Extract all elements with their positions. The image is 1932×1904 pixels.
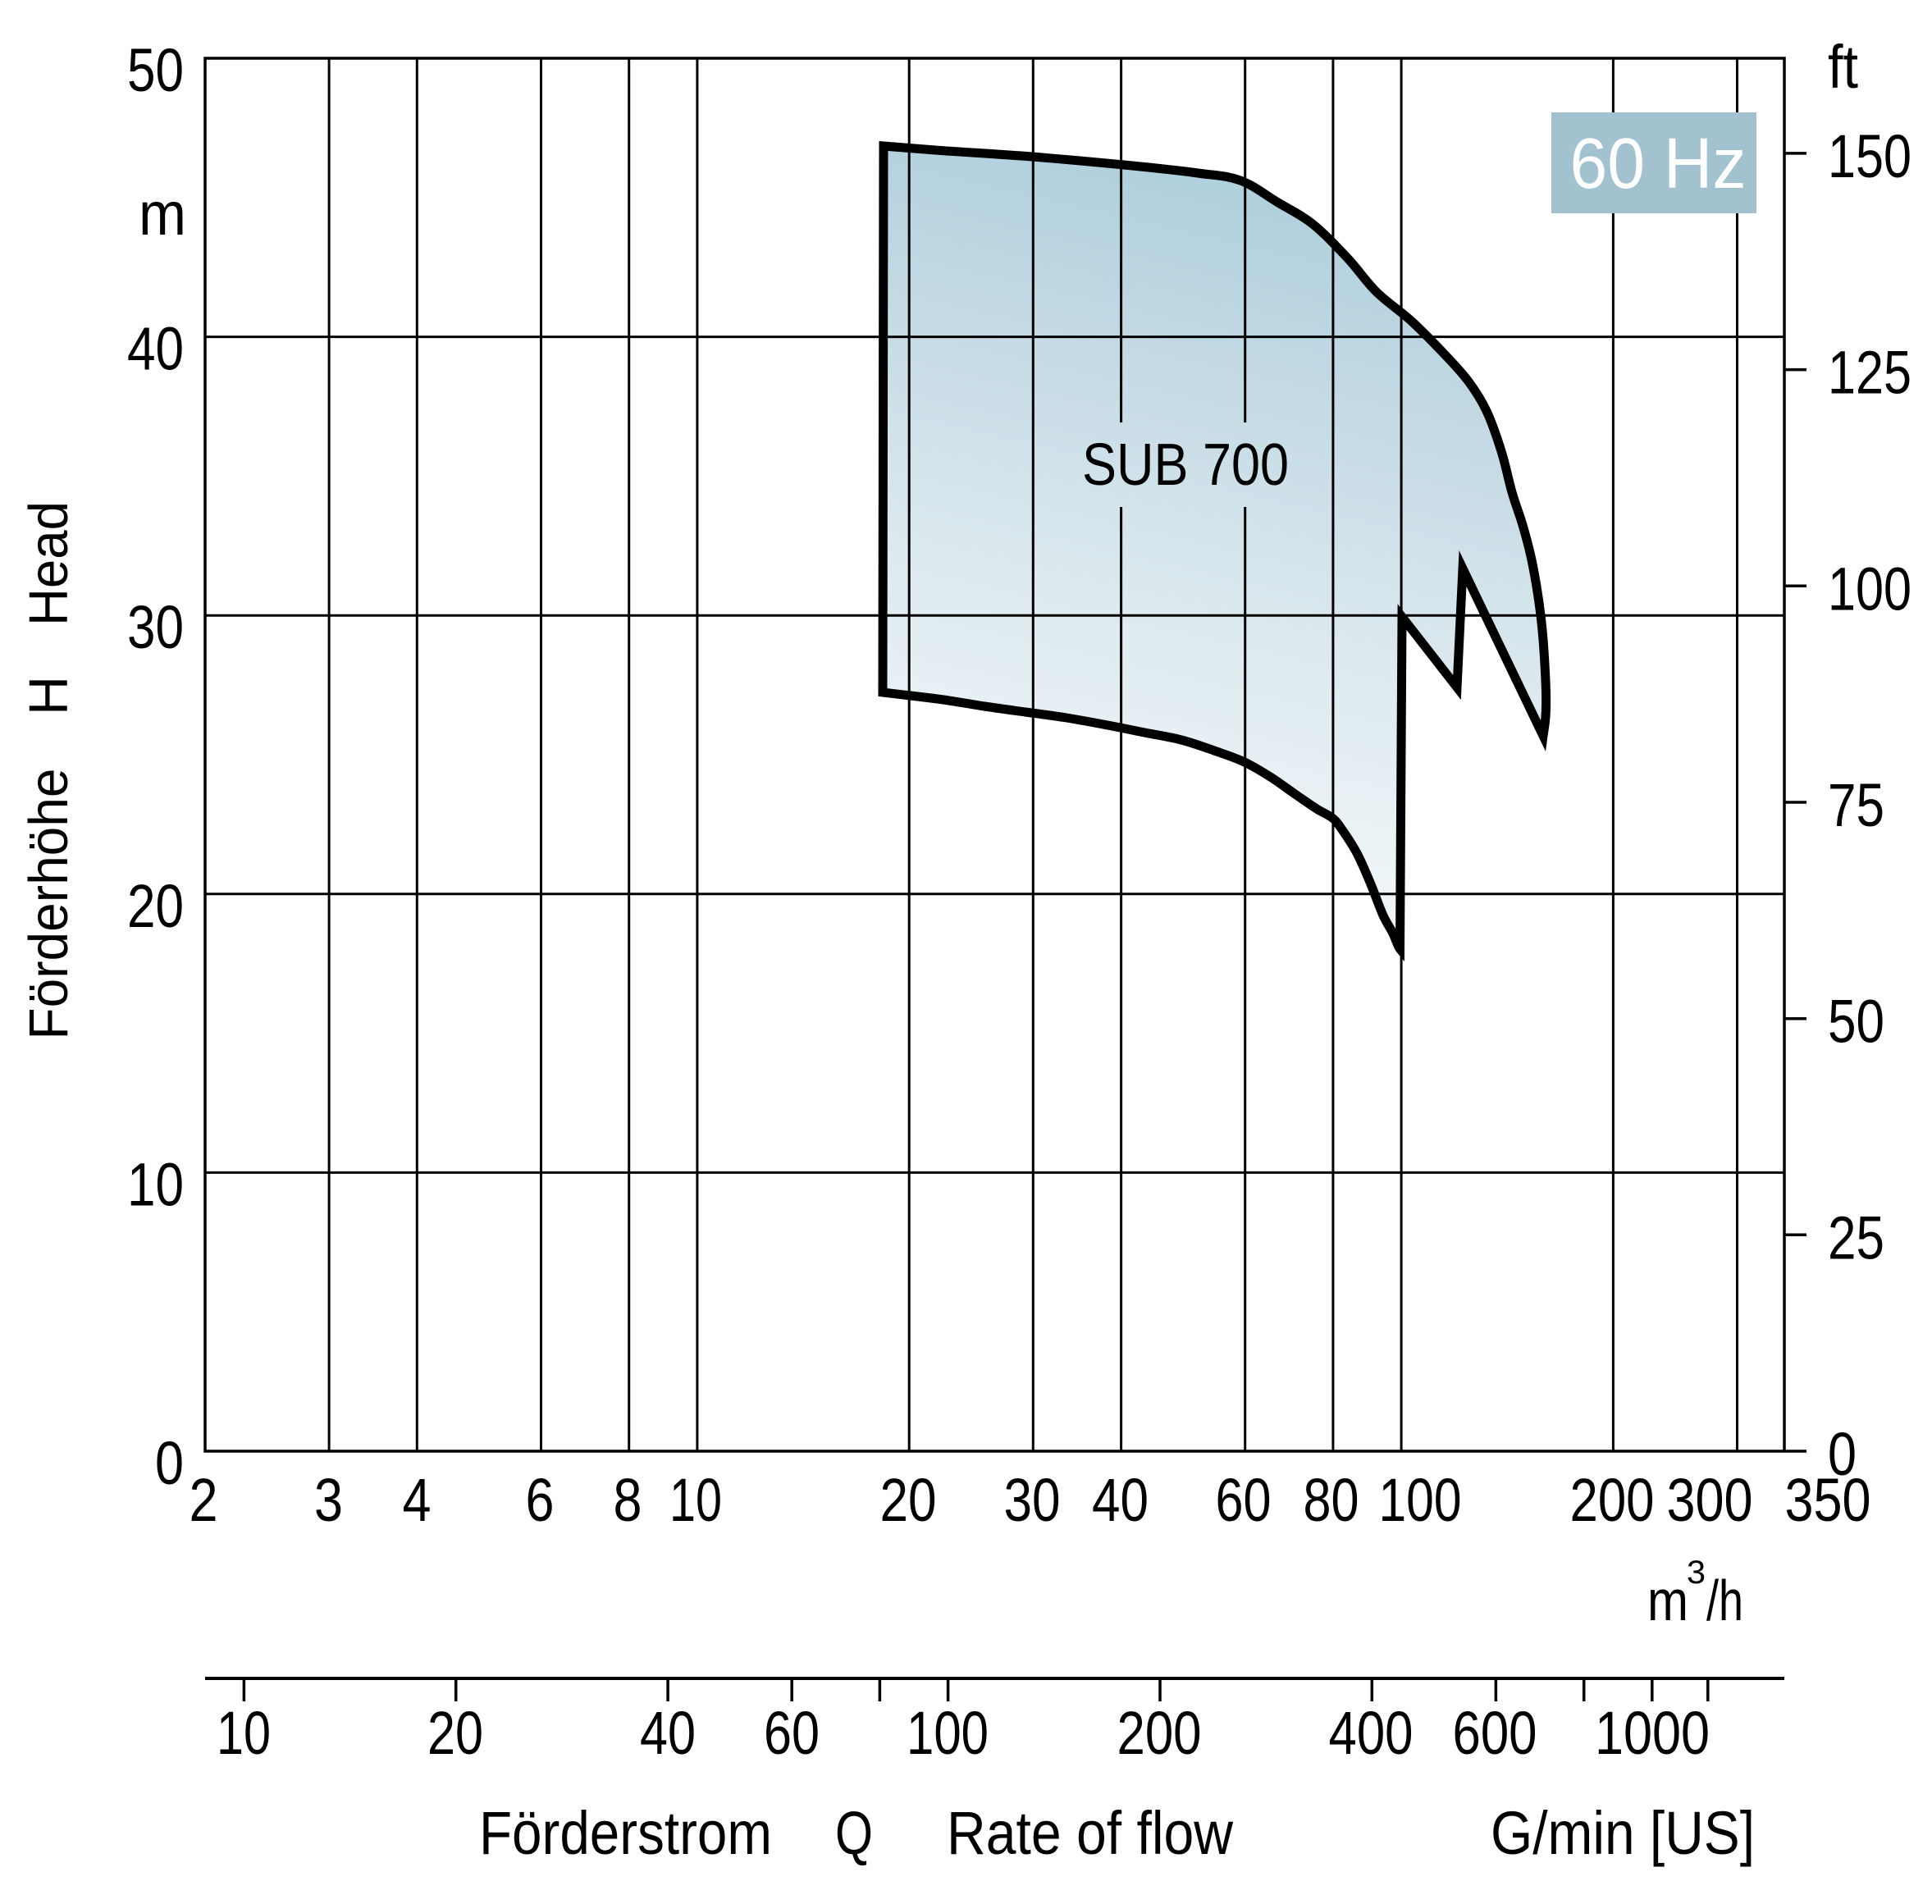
svg-text:Head: Head — [18, 501, 80, 626]
svg-text:4: 4 — [403, 1466, 432, 1534]
svg-text:400: 400 — [1329, 1699, 1414, 1767]
svg-text:20: 20 — [127, 872, 184, 940]
svg-text:100: 100 — [907, 1699, 989, 1767]
svg-text:350: 350 — [1785, 1466, 1871, 1534]
svg-text:100: 100 — [1379, 1466, 1462, 1534]
svg-text:10: 10 — [127, 1150, 184, 1218]
svg-text:m: m — [139, 180, 186, 248]
svg-text:0: 0 — [1828, 1420, 1857, 1488]
svg-text:300: 300 — [1667, 1466, 1753, 1534]
svg-text:ft: ft — [1828, 33, 1858, 101]
svg-text:80: 80 — [1304, 1466, 1359, 1534]
svg-text:100: 100 — [1828, 555, 1911, 623]
svg-text:75: 75 — [1828, 771, 1884, 839]
svg-text:60: 60 — [1216, 1466, 1272, 1534]
svg-text:20: 20 — [427, 1699, 483, 1767]
svg-text:Förderhöhe: Förderhöhe — [18, 769, 80, 1040]
svg-text:1000: 1000 — [1595, 1699, 1710, 1767]
svg-text:3: 3 — [1687, 1555, 1706, 1591]
svg-text:G/min [US]: G/min [US] — [1491, 1799, 1755, 1867]
svg-text:125: 125 — [1828, 339, 1911, 407]
svg-text:40: 40 — [640, 1699, 696, 1767]
svg-text:8: 8 — [614, 1466, 642, 1534]
svg-text:30: 30 — [1004, 1466, 1061, 1534]
svg-text:/h: /h — [1706, 1568, 1743, 1632]
svg-text:40: 40 — [1092, 1466, 1149, 1534]
svg-text:Rate of flow: Rate of flow — [947, 1799, 1233, 1867]
svg-text:Förderstrom: Förderstrom — [479, 1799, 772, 1867]
svg-text:0: 0 — [155, 1429, 184, 1497]
svg-text:200: 200 — [1117, 1699, 1202, 1767]
svg-text:150: 150 — [1828, 122, 1911, 190]
svg-text:Q: Q — [835, 1799, 873, 1867]
svg-text:50: 50 — [1828, 988, 1884, 1056]
svg-text:25: 25 — [1828, 1203, 1884, 1272]
svg-text:6: 6 — [526, 1466, 555, 1534]
svg-text:60 Hz: 60 Hz — [1570, 124, 1747, 203]
svg-text:200: 200 — [1570, 1466, 1655, 1534]
svg-text:3: 3 — [314, 1466, 343, 1534]
svg-text:40: 40 — [127, 315, 184, 383]
svg-text:10: 10 — [669, 1466, 722, 1534]
svg-text:60: 60 — [764, 1699, 820, 1767]
svg-text:20: 20 — [880, 1466, 937, 1534]
svg-text:600: 600 — [1453, 1699, 1537, 1767]
svg-text:m: m — [1647, 1568, 1688, 1632]
svg-text:50: 50 — [127, 36, 184, 104]
svg-text:H: H — [18, 676, 80, 715]
svg-text:10: 10 — [217, 1699, 271, 1767]
svg-text:SUB 700: SUB 700 — [1082, 432, 1289, 498]
svg-text:2: 2 — [190, 1466, 218, 1534]
svg-text:30: 30 — [127, 593, 184, 661]
